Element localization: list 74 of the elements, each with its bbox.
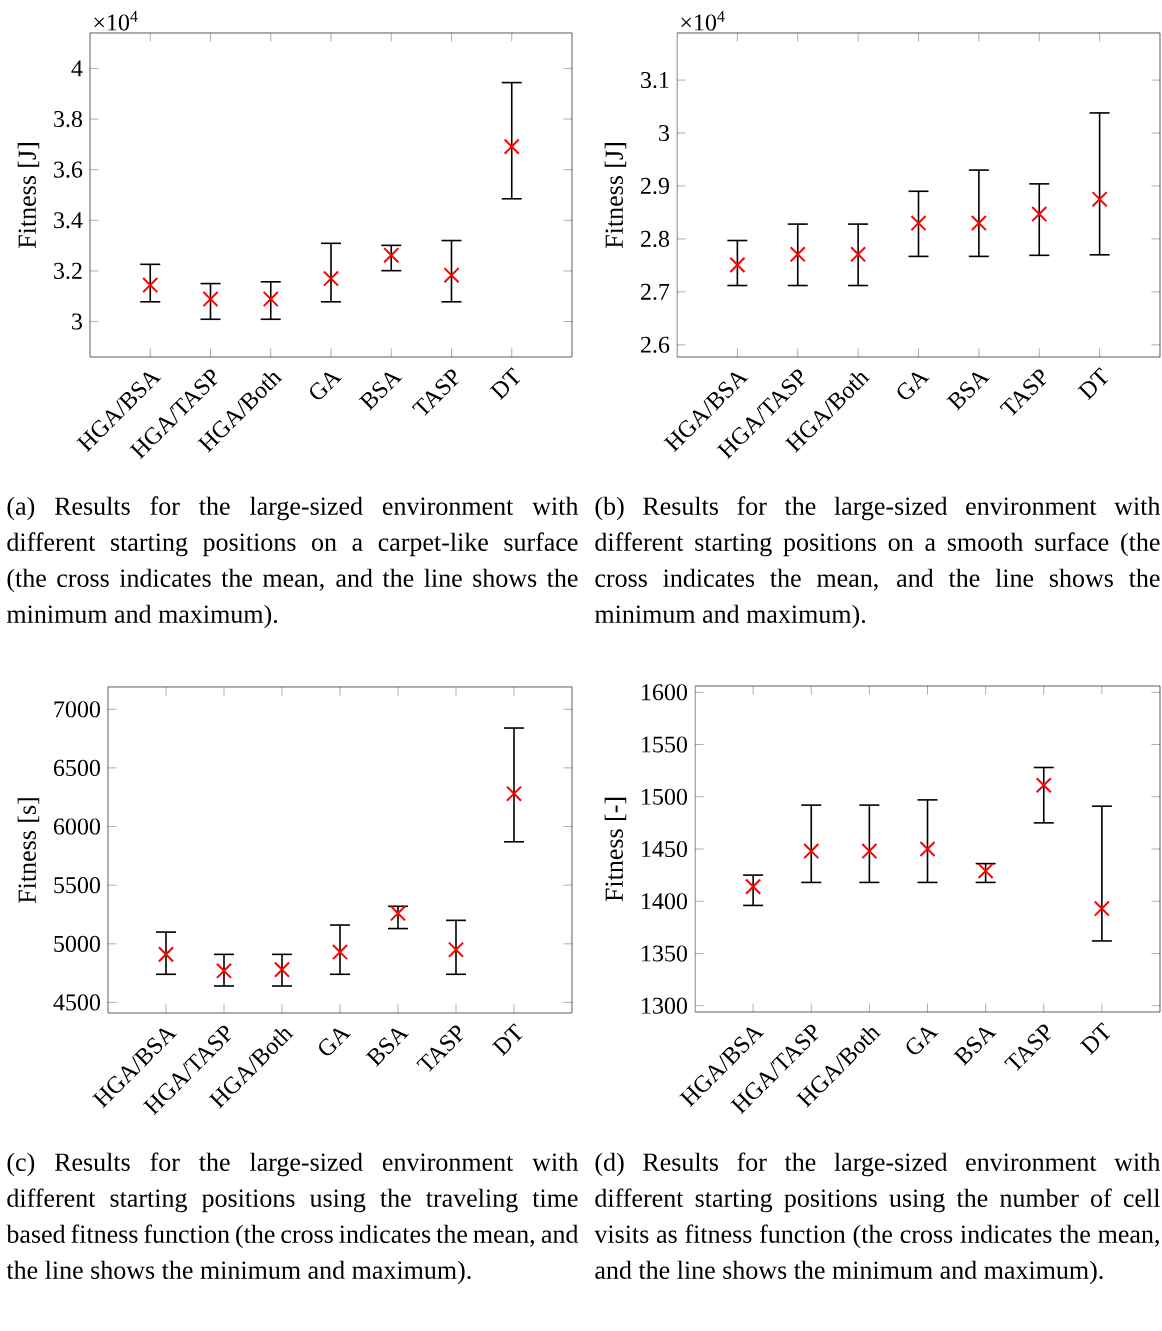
y-tick-label: 1600 bbox=[642, 684, 688, 701]
point bbox=[503, 138, 520, 155]
point bbox=[273, 961, 291, 978]
y-tick-label: 6000 bbox=[53, 818, 101, 835]
y-tick-label: 3.4 bbox=[54, 212, 83, 229]
x-tick-label: GA bbox=[897, 372, 930, 400]
y-tick-label: 2.9 bbox=[641, 177, 669, 195]
y-tick-label: 1350 bbox=[642, 945, 688, 962]
text: (b) Results for the large-sized environment with different starting positions on a smooth surface (the cross indicates the mean, and the line shows the minimum and maximum). bbox=[594, 496, 1161, 629]
text: (c) Results for the large-sized environment with different starting positions using the traveling time based fitness function (the cross indicates the mean, and the line shows the minimum and maximum). bbox=[6, 1152, 579, 1285]
x-tick-label: DT bbox=[489, 367, 521, 401]
point bbox=[919, 840, 936, 858]
point bbox=[970, 214, 987, 232]
y-tick-label: 2.8 bbox=[641, 230, 670, 248]
point bbox=[215, 962, 233, 979]
y-tick-label: 4500 bbox=[53, 994, 101, 1011]
y-tick-label: 7000 bbox=[54, 701, 101, 718]
point bbox=[1035, 777, 1052, 794]
point bbox=[803, 843, 820, 860]
y-tick-label: 6500 bbox=[53, 759, 101, 776]
y-tick-label: 3.6 bbox=[54, 161, 83, 178]
y-axis-title: Fitness [s] bbox=[17, 798, 40, 904]
y-tick-label: 3.1 bbox=[641, 71, 669, 89]
x-tick-label: GA bbox=[319, 1028, 352, 1056]
point bbox=[1031, 205, 1048, 223]
y-tick-label: 1500 bbox=[642, 788, 688, 805]
y-axis-title: Fitness [J] bbox=[604, 143, 627, 249]
point bbox=[262, 290, 279, 308]
x-tick-label: BSA bbox=[358, 372, 403, 411]
text: ×10$^{4}$ bbox=[681, 11, 725, 31]
point bbox=[745, 878, 762, 895]
point bbox=[202, 290, 219, 308]
x-tick-label: BSA bbox=[953, 1027, 997, 1066]
y-tick-label: 1300 bbox=[642, 997, 688, 1014]
point bbox=[157, 946, 175, 963]
x-tick-label: BSA bbox=[365, 1028, 410, 1067]
text: (a) Results for the large-sized environment with different starting positions on a carpet-like surface (the cross indicates the mean, and the line shows the minimum and maximum). bbox=[6, 496, 579, 629]
x-tick-label: DT bbox=[1077, 367, 1109, 401]
y-axis-title: Fitness [J] bbox=[17, 143, 40, 249]
point bbox=[729, 256, 746, 273]
x-tick-label: BSA bbox=[946, 372, 990, 411]
y-tick-label: 3.2 bbox=[54, 262, 82, 280]
x-tick-label: DT bbox=[1079, 1022, 1111, 1056]
y-tick-label: 3.8 bbox=[54, 110, 83, 128]
point bbox=[389, 905, 407, 922]
y-tick-label: 2.7 bbox=[641, 283, 670, 300]
x-tick-label: DT bbox=[491, 1023, 523, 1057]
y-axis-title: Fitness [-] bbox=[604, 797, 627, 902]
point bbox=[861, 843, 878, 860]
x-tick-label: GA bbox=[310, 372, 343, 400]
point bbox=[910, 214, 927, 232]
point bbox=[850, 246, 867, 263]
point bbox=[977, 862, 994, 879]
y-tick-label: 2.6 bbox=[641, 336, 670, 353]
y-tick-label: 1400 bbox=[642, 893, 688, 910]
point bbox=[1091, 191, 1108, 208]
y-tick-label: 3 bbox=[72, 313, 83, 330]
point bbox=[331, 943, 349, 961]
x-tick-label: GA bbox=[906, 1027, 939, 1055]
y-tick-label: 1550 bbox=[642, 736, 688, 753]
y-tick-label: 5500 bbox=[54, 877, 101, 894]
point bbox=[447, 941, 465, 958]
point bbox=[789, 246, 806, 263]
y-tick-label: 1450 bbox=[642, 840, 688, 858]
text: ×10$^{4}$ bbox=[94, 11, 138, 31]
point bbox=[505, 785, 523, 802]
y-tick-label: 3 bbox=[659, 124, 670, 142]
text: (d) Results for the large-sized environment with different starting positions using the number of cell visits as fitness function (the cross indicates the mean, and the line shows the minimum and maximum). bbox=[594, 1152, 1161, 1285]
point bbox=[1093, 900, 1110, 917]
point bbox=[142, 277, 159, 294]
point bbox=[443, 267, 460, 284]
point bbox=[322, 270, 340, 287]
y-tick-label: 4 bbox=[71, 60, 83, 77]
y-tick-label: 5000 bbox=[54, 935, 101, 952]
